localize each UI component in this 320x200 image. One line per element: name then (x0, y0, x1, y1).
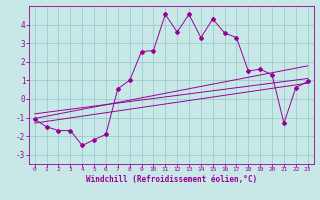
X-axis label: Windchill (Refroidissement éolien,°C): Windchill (Refroidissement éolien,°C) (86, 175, 257, 184)
